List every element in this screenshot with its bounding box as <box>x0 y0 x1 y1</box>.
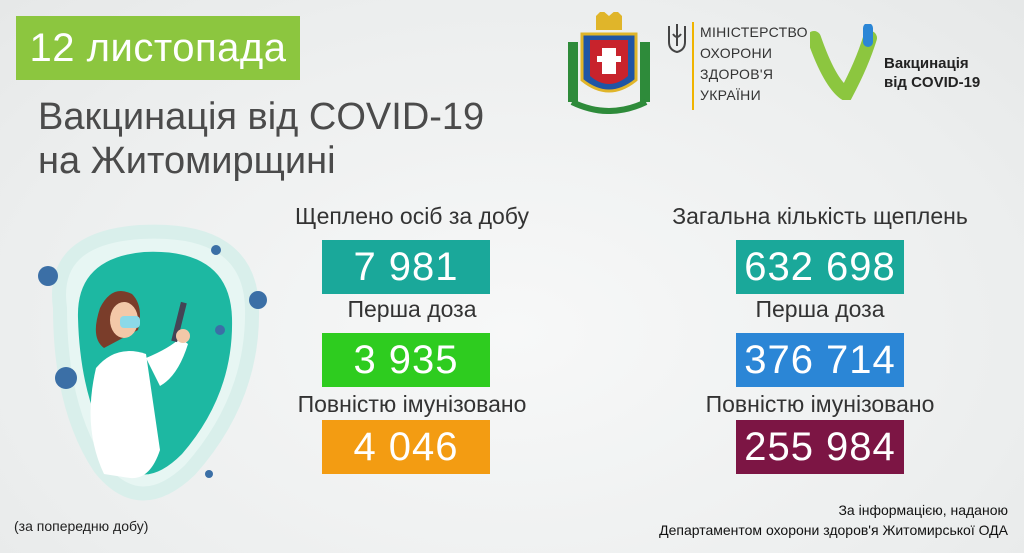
trident-icon <box>668 24 686 54</box>
ministry-line-2: ОХОРОНИ <box>700 45 773 61</box>
daily-full-label: Повністю імунізовано <box>297 391 527 417</box>
doctor-illustration <box>38 224 267 501</box>
footnote: (за попередню добу) <box>14 518 149 534</box>
vax-text-line-1: Вакцинація <box>884 55 969 72</box>
daily-full-box: 4 046 <box>322 420 490 474</box>
overall-first-dose-label: Перша доза <box>755 296 885 322</box>
zhytomyr-oblast-crest-icon <box>568 12 650 114</box>
ministry-line-4: УКРАЇНИ <box>700 87 761 103</box>
ministry-line-1: МІНІСТЕРСТВО <box>700 24 808 40</box>
daily-heading: Щеплено осіб за добу <box>295 203 529 229</box>
daily-first-dose-box: 3 935 <box>322 333 490 387</box>
date-badge: 12 листопада <box>16 16 300 80</box>
ministry-line-3: ЗДОРОВ'Я <box>700 66 774 82</box>
ministry-logo-text: МІНІСТЕРСТВО ОХОРОНИ ЗДОРОВ'Я УКРАЇНИ <box>700 22 808 106</box>
source-note: За інформацією, наданою Департаментом ох… <box>659 500 1008 540</box>
daily-total-box: 7 981 <box>322 240 490 294</box>
source-line-2: Департаментом охорони здоров'я Житомирсь… <box>659 522 1008 538</box>
vaccination-logo-text: Вакцинація від COVID-19 <box>884 54 980 92</box>
overall-full-box: 255 984 <box>736 420 904 474</box>
overall-first-dose-box: 376 714 <box>736 333 904 387</box>
vax-text-line-2: від COVID-19 <box>884 74 981 91</box>
overall-total-box: 632 698 <box>736 240 904 294</box>
title-line-1: Вакцинація від COVID-19 <box>38 96 485 138</box>
title-line-2: на Житомирщині <box>38 140 336 182</box>
overall-heading: Загальна кількість щеплень <box>672 203 968 229</box>
ministry-divider <box>692 22 694 110</box>
page-title: Вакцинація від COVID-19 на Житомирщині <box>38 95 484 183</box>
source-line-1: За інформацією, наданою <box>838 502 1008 518</box>
vaccination-logo-icon <box>810 24 877 100</box>
overall-full-label: Повністю імунізовано <box>705 391 935 417</box>
daily-first-dose-label: Перша доза <box>347 296 477 322</box>
